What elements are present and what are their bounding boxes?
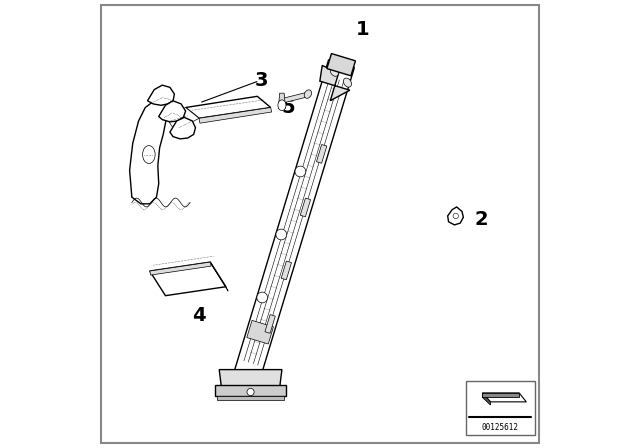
Circle shape (453, 213, 458, 219)
Polygon shape (448, 207, 463, 225)
Polygon shape (217, 396, 284, 400)
Text: 1: 1 (356, 20, 369, 39)
Polygon shape (247, 320, 273, 344)
Polygon shape (282, 92, 310, 103)
Polygon shape (278, 93, 285, 108)
Ellipse shape (344, 78, 351, 87)
Polygon shape (220, 370, 282, 388)
Text: 00125612: 00125612 (482, 422, 519, 431)
Polygon shape (483, 393, 519, 397)
Polygon shape (150, 262, 211, 275)
Polygon shape (130, 99, 167, 204)
Polygon shape (165, 108, 199, 130)
Polygon shape (186, 96, 271, 118)
Circle shape (257, 292, 268, 303)
Polygon shape (483, 393, 526, 402)
Polygon shape (170, 117, 195, 139)
Ellipse shape (143, 146, 155, 164)
Text: 3: 3 (255, 71, 269, 90)
Polygon shape (320, 65, 350, 101)
Bar (466, 381, 535, 435)
Circle shape (295, 166, 306, 177)
Polygon shape (199, 108, 271, 123)
Circle shape (247, 388, 254, 396)
Ellipse shape (330, 67, 339, 76)
Polygon shape (483, 393, 490, 405)
Polygon shape (159, 101, 186, 122)
Polygon shape (148, 85, 174, 105)
Polygon shape (300, 198, 310, 217)
Polygon shape (265, 314, 275, 333)
Ellipse shape (304, 90, 312, 98)
Polygon shape (327, 54, 355, 76)
Polygon shape (215, 385, 287, 396)
Text: 2: 2 (474, 210, 488, 229)
Polygon shape (281, 261, 291, 280)
Polygon shape (316, 145, 327, 163)
Polygon shape (150, 262, 226, 296)
Polygon shape (210, 262, 228, 291)
Polygon shape (233, 60, 355, 383)
Text: 5: 5 (282, 98, 296, 117)
Circle shape (276, 229, 287, 240)
Text: 4: 4 (192, 306, 206, 325)
Ellipse shape (278, 100, 286, 111)
